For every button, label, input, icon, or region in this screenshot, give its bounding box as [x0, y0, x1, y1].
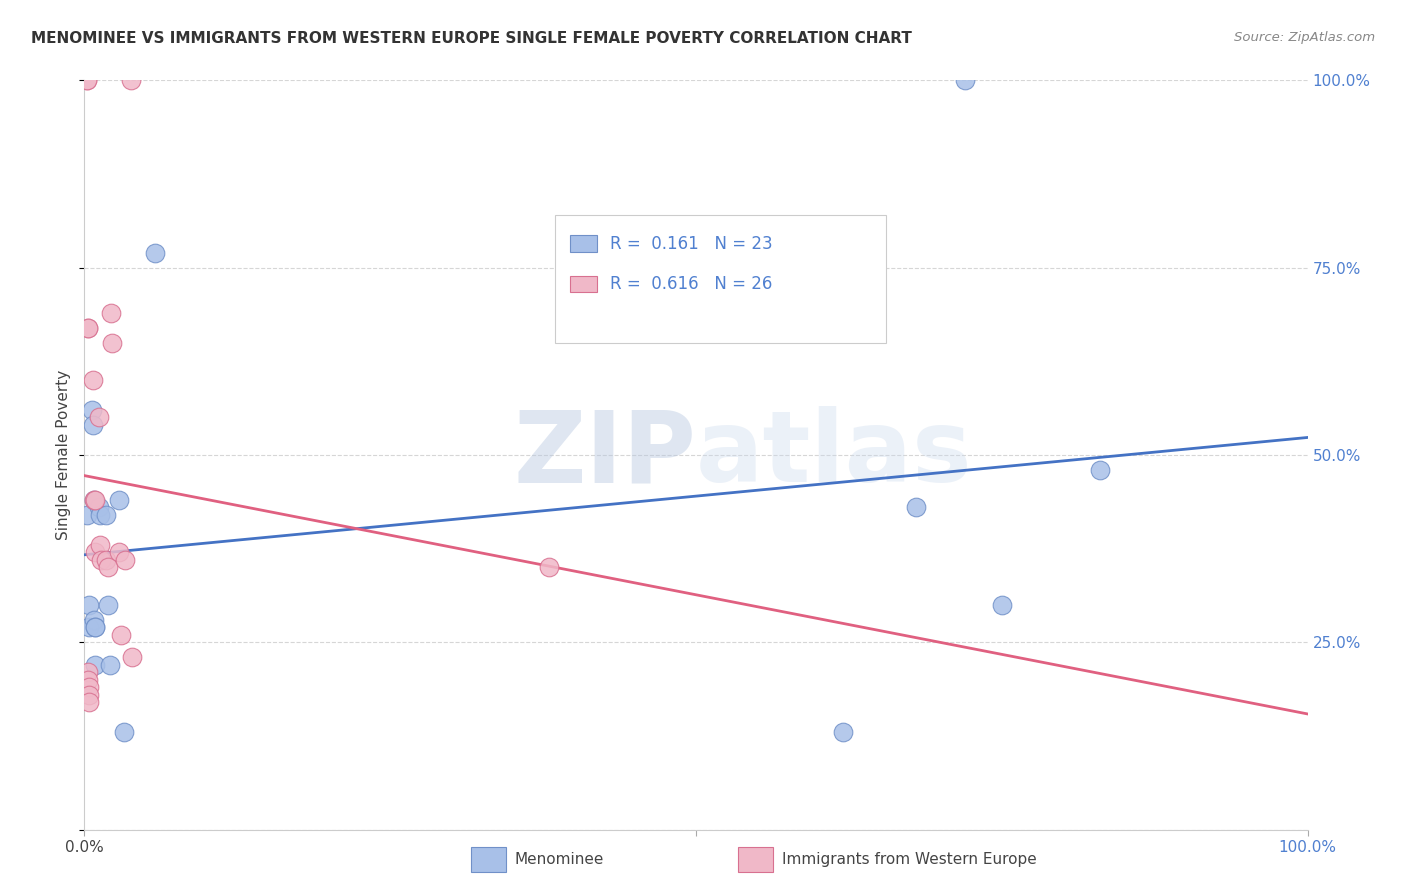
Point: [98, 657, 121, 672]
Point: [82, 373, 104, 387]
Point: [84, 657, 107, 672]
Point: [84, 545, 107, 559]
Point: [97, 560, 120, 574]
Y-axis label: Single Female Poverty: Single Female Poverty: [56, 370, 72, 540]
Point: [143, 245, 166, 260]
FancyBboxPatch shape: [555, 215, 886, 343]
Text: R =  0.616   N = 26: R = 0.616 N = 26: [610, 275, 773, 293]
Point: [87, 410, 110, 425]
Point: [84, 492, 107, 507]
Point: [84, 620, 107, 634]
Text: Menominee: Menominee: [515, 853, 605, 867]
Point: [82, 417, 104, 432]
Point: [89, 538, 111, 552]
Point: [991, 598, 1014, 612]
Point: [76, 73, 98, 87]
Point: [83, 492, 105, 507]
Point: [76, 508, 98, 522]
Point: [100, 305, 122, 319]
Text: atlas: atlas: [696, 407, 973, 503]
Point: [538, 560, 561, 574]
Point: [89, 508, 111, 522]
Text: Source: ZipAtlas.com: Source: ZipAtlas.com: [1234, 31, 1375, 45]
Point: [953, 73, 976, 87]
Point: [80, 403, 103, 417]
Point: [77, 688, 100, 702]
FancyBboxPatch shape: [569, 276, 598, 293]
Point: [87, 500, 110, 515]
Point: [1088, 463, 1111, 477]
FancyBboxPatch shape: [569, 235, 598, 252]
Point: [83, 613, 105, 627]
Point: [77, 673, 100, 687]
Point: [112, 725, 135, 739]
Text: Immigrants from Western Europe: Immigrants from Western Europe: [782, 853, 1036, 867]
Point: [77, 680, 100, 694]
Point: [97, 598, 120, 612]
Point: [96, 553, 118, 567]
Point: [90, 553, 112, 567]
Text: MENOMINEE VS IMMIGRANTS FROM WESTERN EUROPE SINGLE FEMALE POVERTY CORRELATION CH: MENOMINEE VS IMMIGRANTS FROM WESTERN EUR…: [31, 31, 912, 46]
Point: [101, 335, 124, 350]
Point: [831, 725, 853, 739]
Point: [107, 545, 129, 559]
Text: ZIP: ZIP: [513, 407, 696, 503]
Text: R =  0.161   N = 23: R = 0.161 N = 23: [610, 235, 773, 252]
Point: [77, 665, 100, 680]
Point: [77, 598, 100, 612]
Point: [107, 492, 129, 507]
Point: [76, 73, 98, 87]
Point: [84, 620, 107, 634]
Point: [905, 500, 928, 515]
Point: [96, 508, 118, 522]
Point: [77, 695, 100, 709]
Point: [83, 492, 105, 507]
Point: [77, 620, 100, 634]
Point: [110, 628, 132, 642]
Point: [77, 320, 100, 334]
Point: [120, 73, 142, 87]
Point: [114, 553, 136, 567]
Point: [121, 650, 143, 665]
Point: [77, 320, 100, 334]
